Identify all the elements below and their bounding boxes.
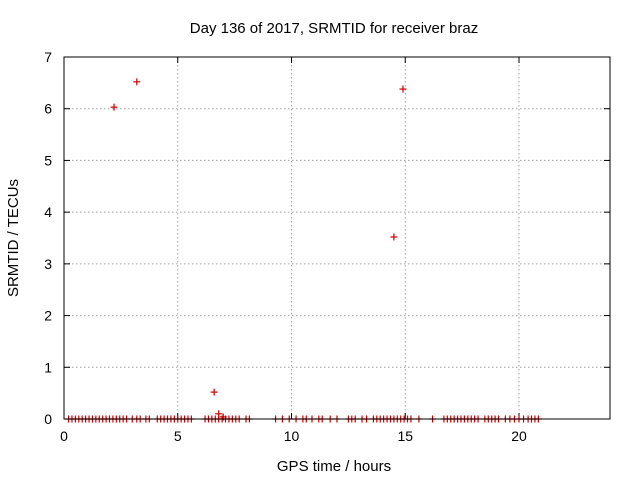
x-tick-label: 0 [60,428,68,444]
y-tick-label: 7 [44,49,52,65]
y-tick-label: 5 [44,152,52,168]
y-axis-title: SRMTID / TECUs [5,179,22,297]
grid [64,57,610,419]
plot-frame [63,56,611,420]
data-point [110,103,118,111]
y-tick-label: 2 [44,308,52,324]
chart-title: Day 136 of 2017, SRMTID for receiver bra… [190,20,478,37]
data-points [65,78,542,423]
x-axis-title: GPS time / hours [277,458,391,475]
x-tick-label: 5 [174,428,182,444]
data-point [210,388,218,396]
x-tick-label: 10 [284,428,300,444]
y-tick-label: 6 [44,101,52,117]
data-point [390,233,398,241]
y-tick-label: 1 [44,359,52,375]
y-tick-label: 0 [44,411,52,427]
x-tick-label: 20 [511,428,527,444]
y-tick-label: 4 [44,204,52,220]
data-point [399,85,407,93]
x-tick-label: 15 [397,428,413,444]
axis-ticks: 0 5 10 15 20 0 1 2 3 4 5 6 7 [44,49,610,444]
data-point [133,78,141,86]
y-tick-label: 3 [44,256,52,272]
